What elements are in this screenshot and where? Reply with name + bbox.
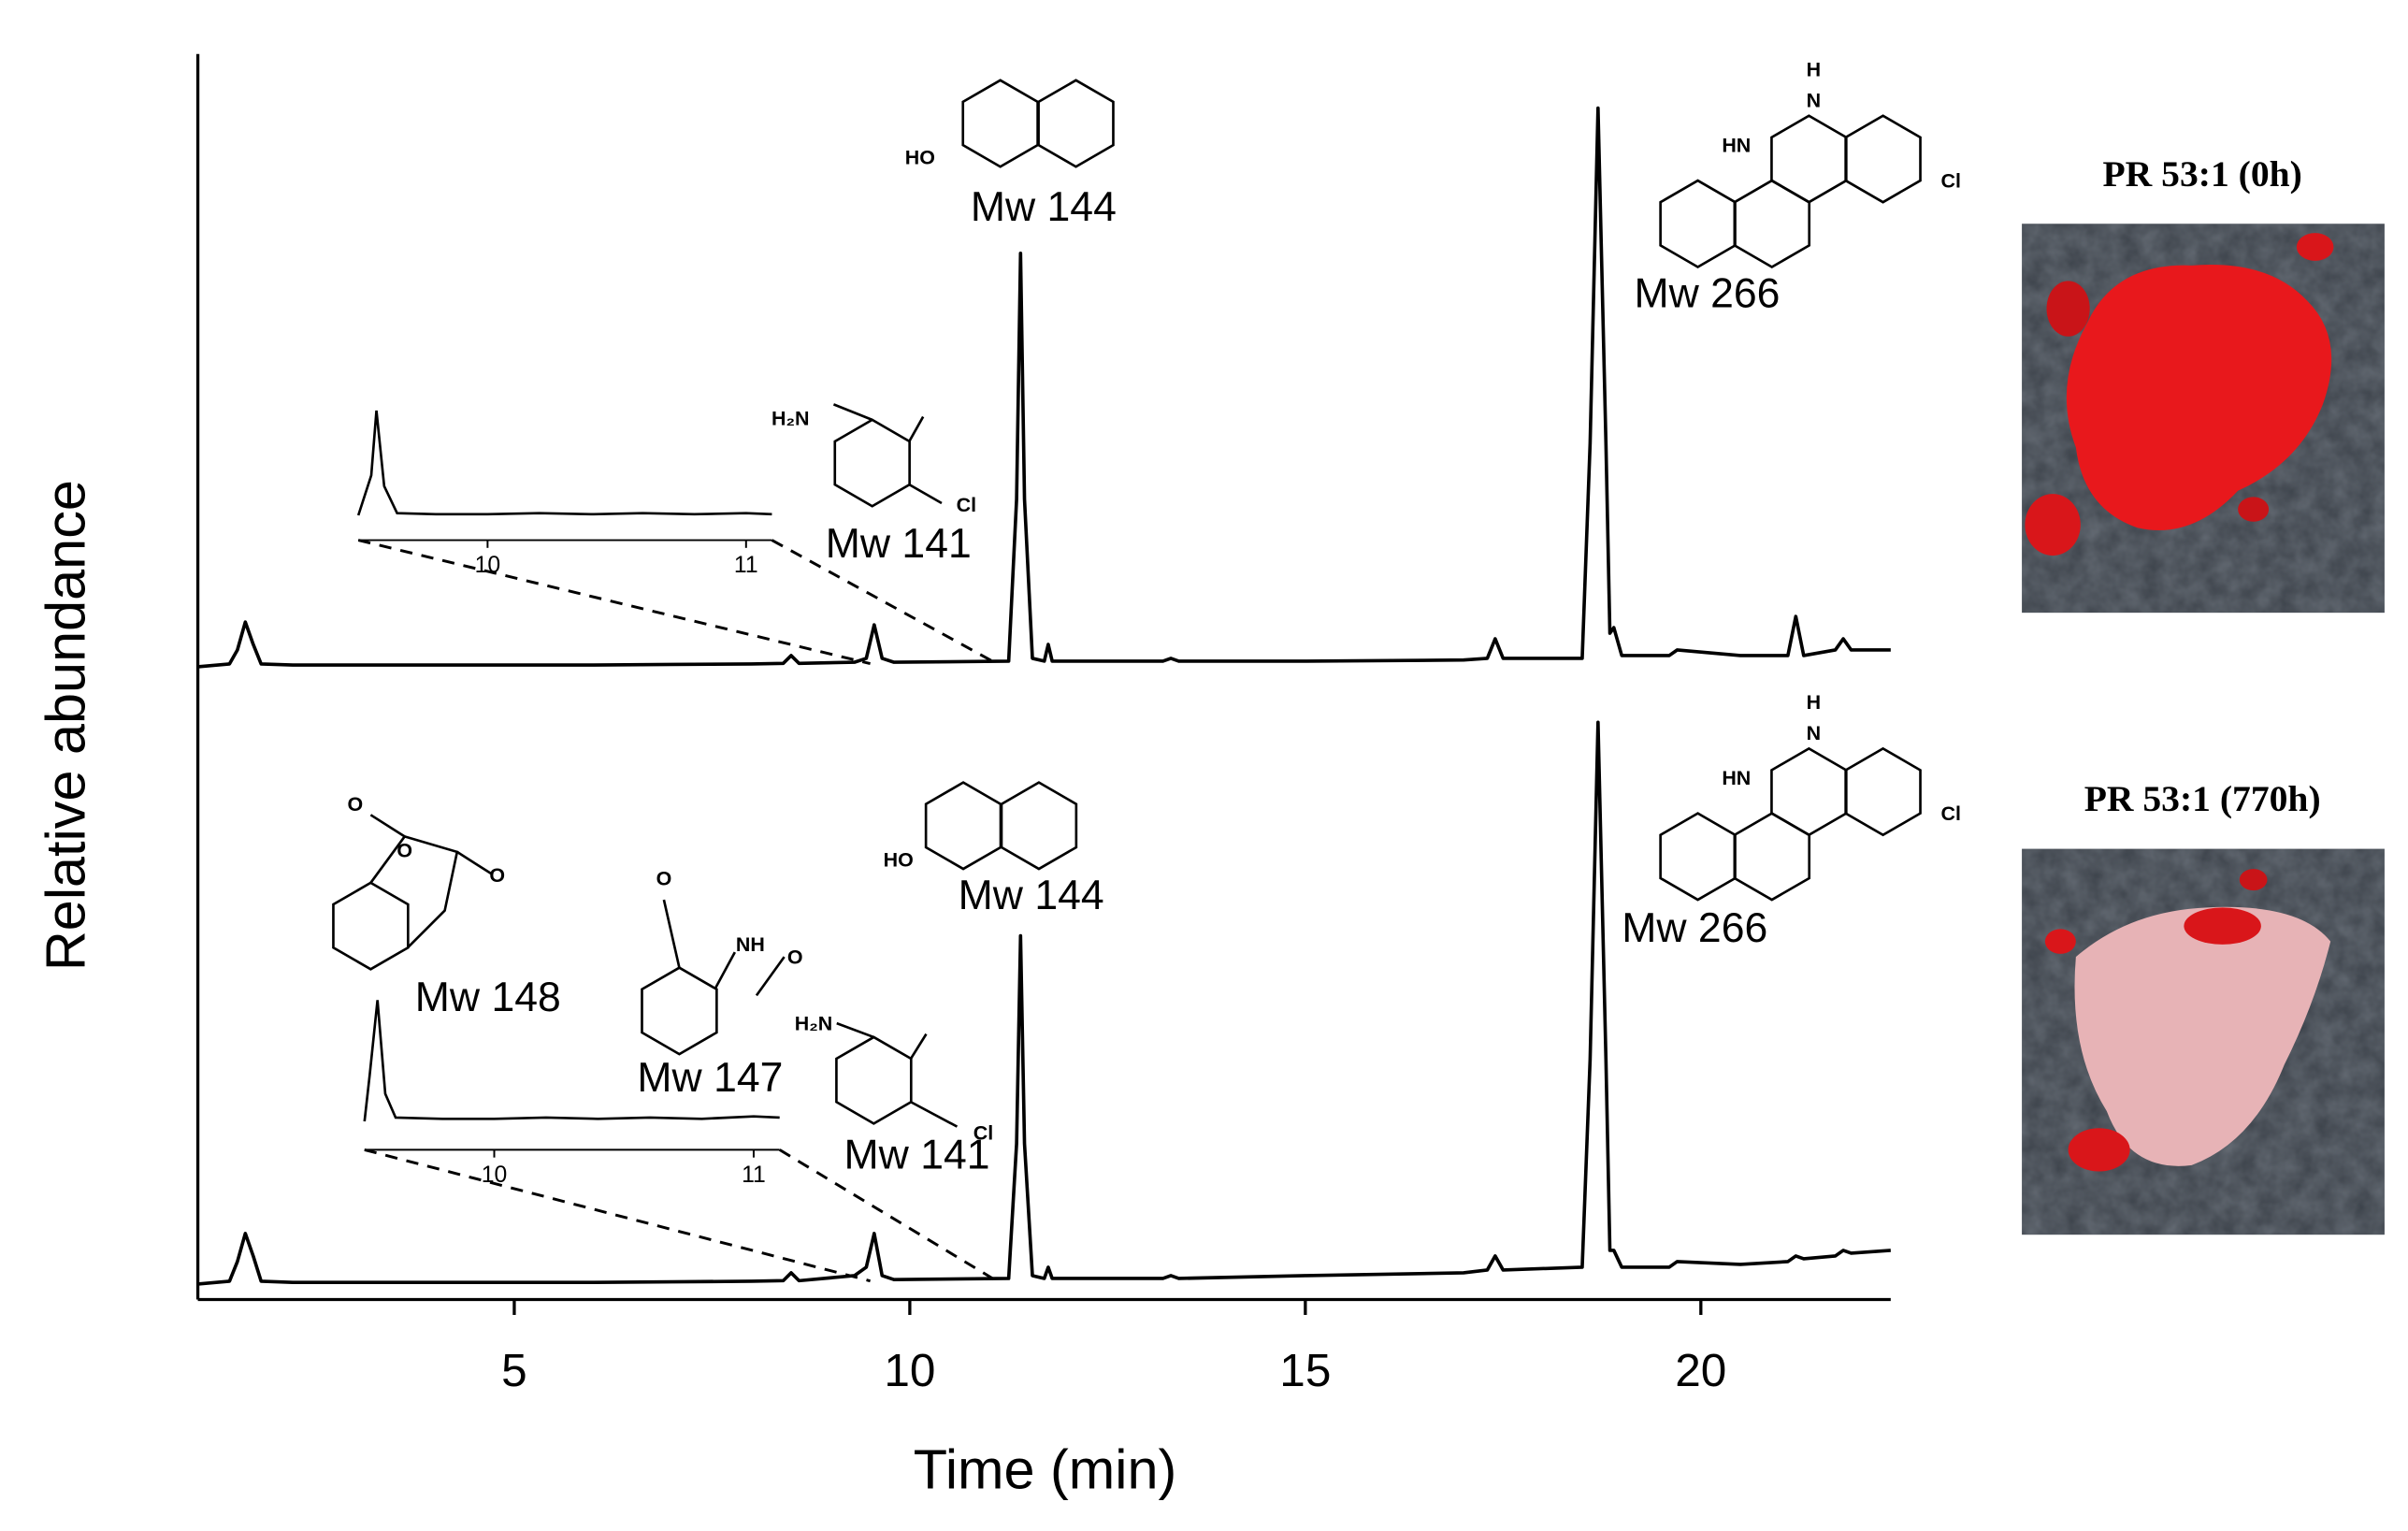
structure-bond: [369, 814, 406, 838]
structure-bond: [832, 403, 873, 422]
structure-ring: [835, 1035, 913, 1125]
peak-label: Mw 144: [971, 184, 1117, 230]
structure-ring: [1037, 79, 1115, 168]
structure-bond: [836, 1021, 874, 1039]
atom-label: N: [1807, 722, 1821, 744]
image-title: PR 53:1 (770h): [2084, 778, 2321, 819]
atom-label: HN: [1722, 767, 1751, 789]
sample-photo: [2022, 224, 2385, 614]
image-title: PR 53:1 (0h): [2103, 153, 2302, 195]
atom-label: HO: [905, 147, 935, 169]
structure-bond: [909, 1033, 928, 1060]
x-tick-label: 10: [884, 1345, 935, 1396]
structure-ring: [1770, 746, 1848, 837]
structure-ring: [1844, 746, 1922, 837]
atom-label: Cl: [1940, 169, 1960, 192]
atom-label: N: [1807, 90, 1821, 112]
atom-label: O: [656, 867, 672, 889]
atom-label: H₂N: [795, 1012, 833, 1034]
zoom-line: [364, 1148, 871, 1283]
chromatogram: [197, 106, 1891, 669]
structure-ring: [332, 881, 410, 971]
structure-bond: [456, 850, 492, 875]
y-axis-label: Relative abundance: [34, 480, 96, 971]
atom-label: O: [489, 864, 505, 887]
structure-ring: [1733, 179, 1811, 269]
structure-ring: [1733, 812, 1811, 902]
atom-label: HN: [1722, 134, 1751, 156]
atom-label: H: [1807, 691, 1821, 714]
atom-label: O: [397, 840, 412, 862]
chromatogram: [197, 720, 1891, 1286]
structure-bond: [908, 484, 943, 505]
structure-ring: [1844, 114, 1922, 204]
structure-bond: [910, 1101, 959, 1128]
peak-label: Mw 144: [959, 873, 1104, 918]
peak-label: Mw 147: [637, 1055, 783, 1101]
x-tick-label: 15: [1279, 1345, 1331, 1396]
structure-ring: [1659, 179, 1737, 269]
atom-label: O: [348, 793, 364, 816]
atom-label: O: [787, 946, 803, 968]
atom-label: Cl: [973, 1122, 993, 1145]
structure-ring: [1000, 781, 1078, 871]
structure-ring: [833, 418, 911, 508]
inset-tick-label: 10: [475, 553, 501, 578]
structure-ring: [924, 781, 1002, 871]
peak-label: Mw 266: [1634, 271, 1780, 317]
structure-ring: [1770, 114, 1848, 204]
peak-label: Mw 266: [1622, 905, 1767, 951]
x-axis-label: Time (min): [914, 1438, 1177, 1501]
atom-label: H₂N: [771, 408, 810, 430]
inset-trace: [356, 410, 772, 516]
inset-tick-label: 11: [742, 1163, 766, 1188]
peak-label: Mw 141: [826, 521, 972, 567]
structure-ring: [1659, 812, 1737, 902]
structure-bond: [755, 956, 786, 997]
structure-bond: [662, 899, 681, 968]
atom-label: HO: [884, 848, 914, 871]
structure-ring: [641, 966, 718, 1056]
atom-label: Cl: [1940, 802, 1960, 825]
atom-label: Cl: [957, 494, 976, 516]
inset-trace: [363, 1000, 780, 1122]
inset-tick-label: 11: [734, 553, 758, 578]
peak-label: Mw 141: [844, 1132, 990, 1177]
zoom-line: [357, 539, 871, 666]
structure-ring: [961, 79, 1039, 168]
atom-label: NH: [736, 933, 765, 956]
peak-label: Mw 148: [415, 975, 561, 1020]
structure-bond: [908, 415, 925, 442]
x-tick-label: 5: [501, 1345, 527, 1396]
structure-bond: [369, 834, 459, 949]
structure-bond: [714, 951, 736, 990]
atom-label: H: [1807, 59, 1821, 81]
x-tick-label: 20: [1675, 1345, 1726, 1396]
sample-photo: [2022, 848, 2385, 1235]
